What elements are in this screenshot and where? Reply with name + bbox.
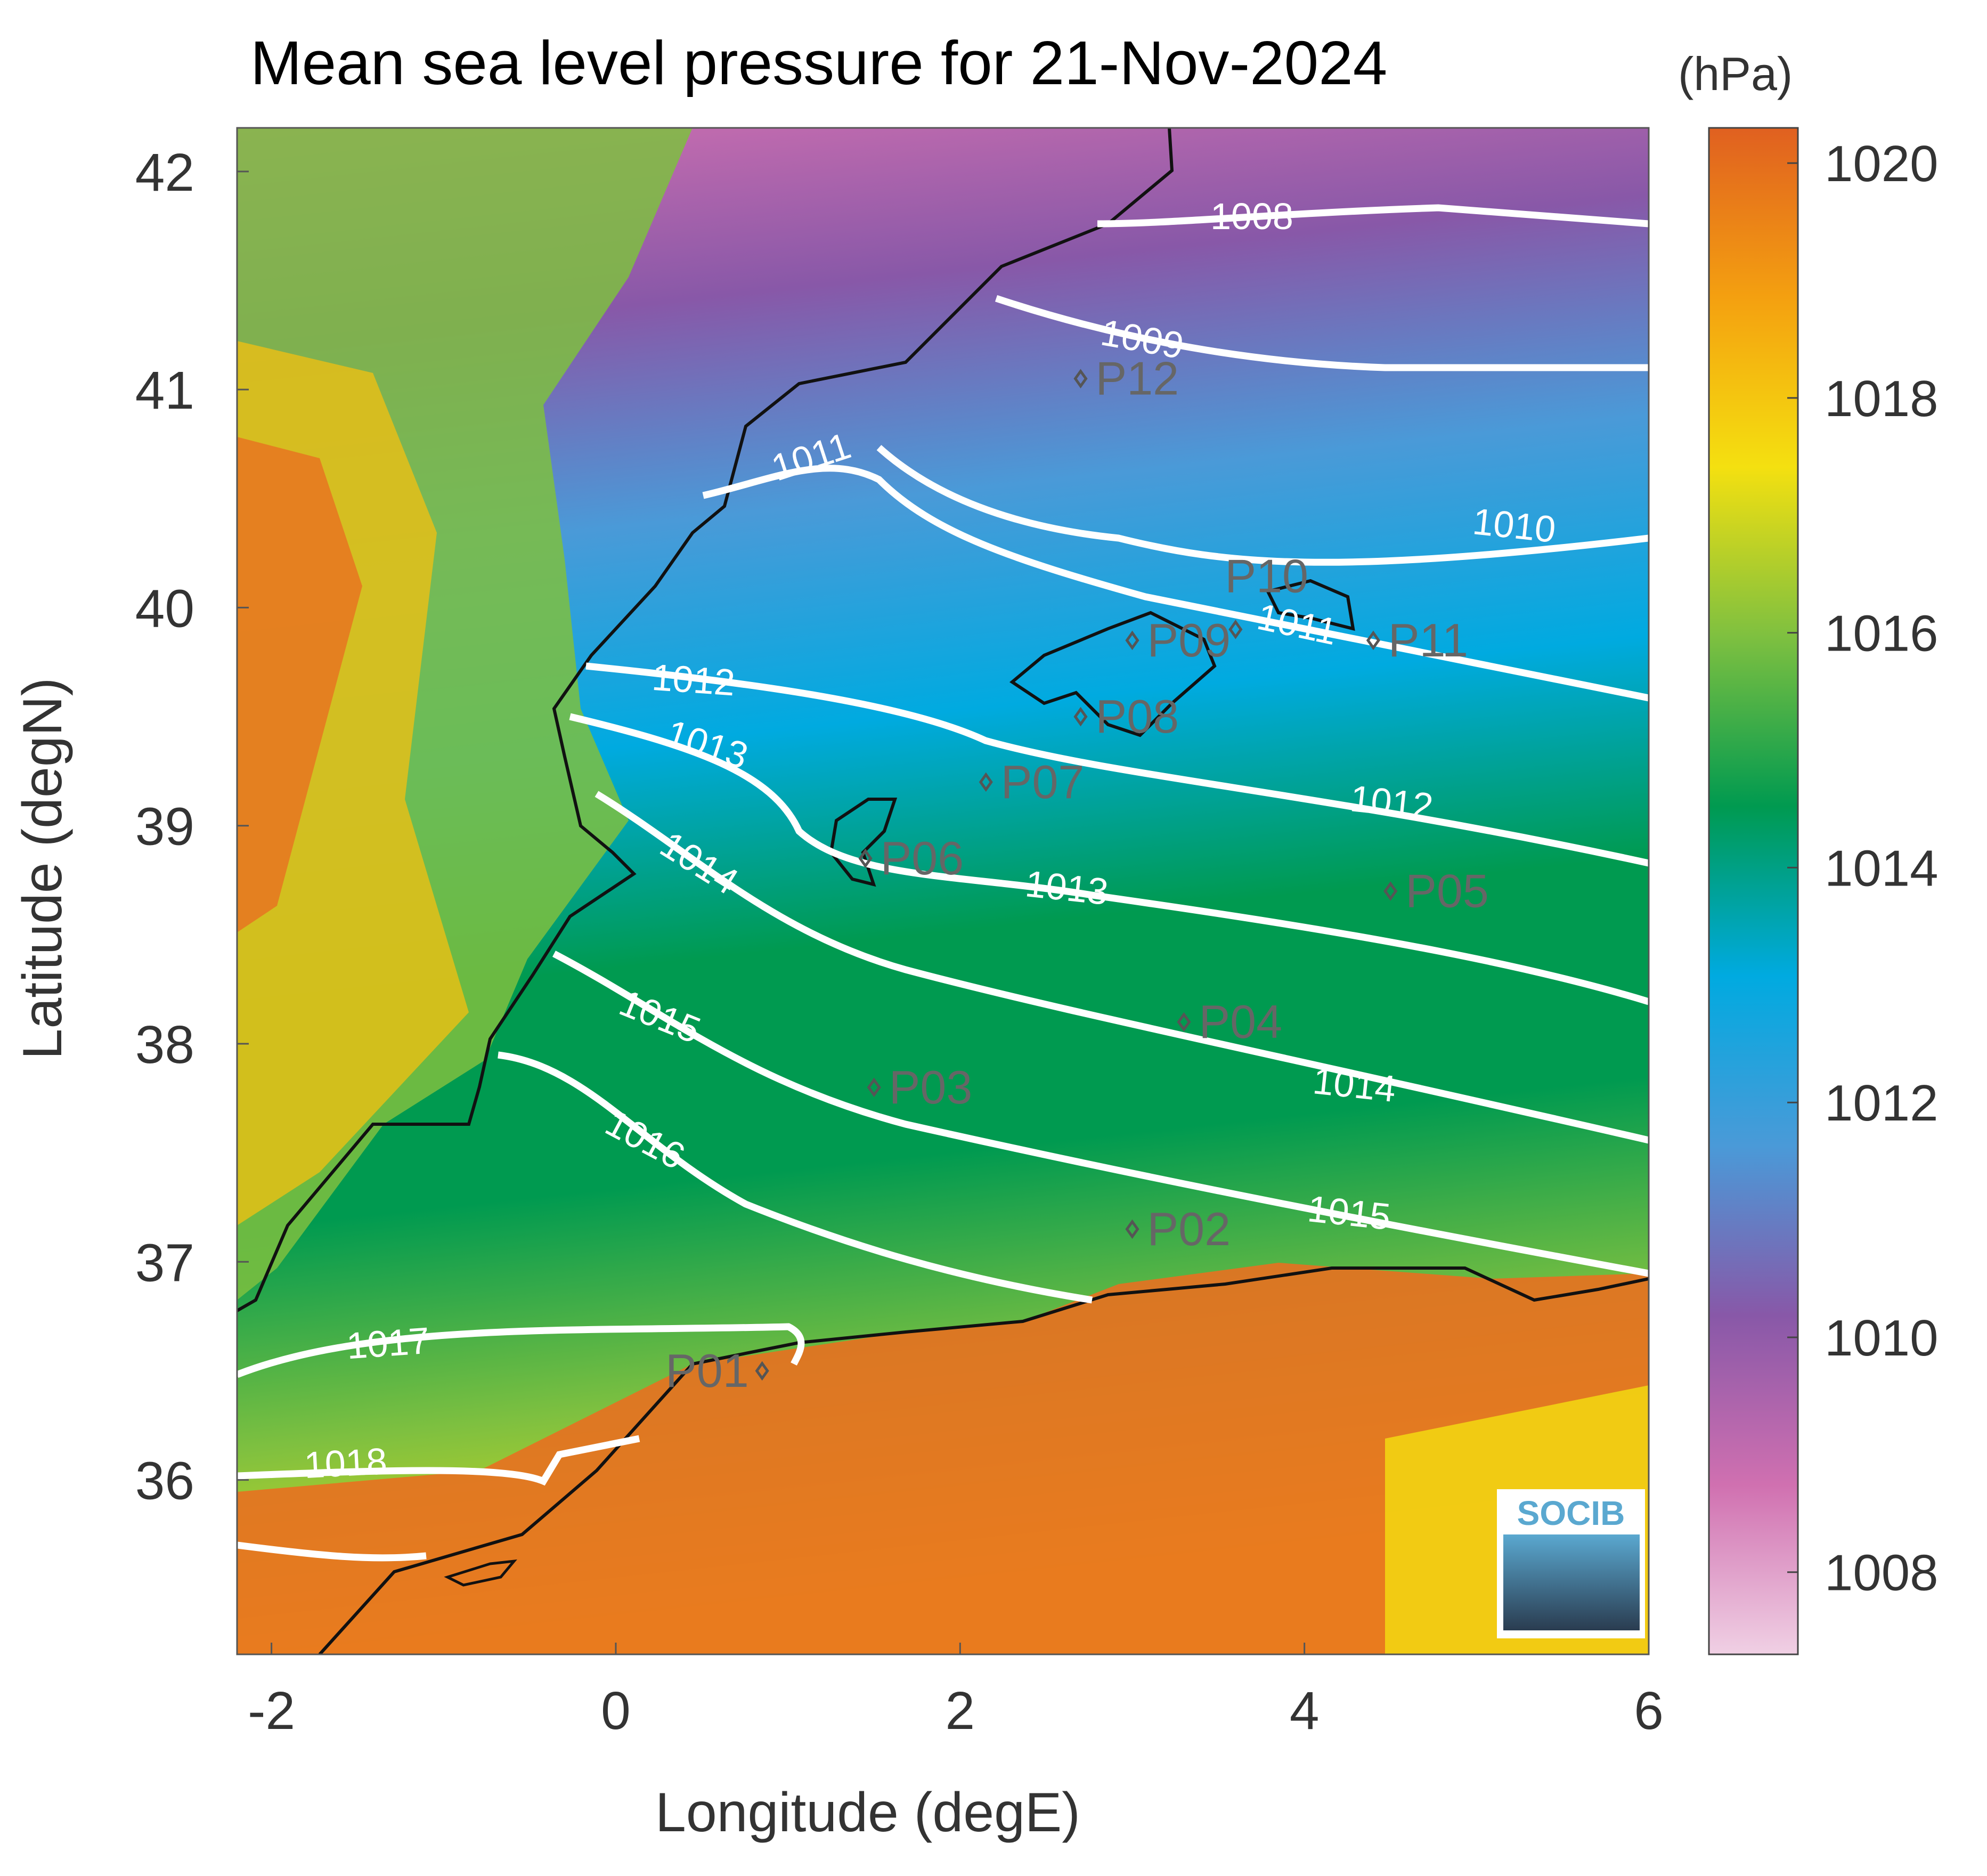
station-marker [1125,630,1139,651]
iberia-high-core [237,437,362,932]
station-marker [1073,369,1088,388]
station-label: P01 [665,1344,749,1397]
contour-lines [237,204,1649,1562]
north-africa-land [237,1263,1649,1654]
contour-label: 1017 [345,1320,431,1367]
station-marker [867,1077,881,1098]
colorbar [1708,127,1799,1655]
x-axis-label: Longitude (degE) [655,1782,1080,1843]
station-label: P08 [1096,690,1179,743]
x-tick-label: 0 [601,1681,631,1741]
station-marker [1125,1219,1139,1239]
y-tick-label: 37 [135,1233,194,1293]
station-marker [1073,706,1088,727]
contour-1009 [995,295,1649,371]
contour-label: 1010 [1471,500,1558,550]
station-marker [858,848,873,868]
map-title: Mean sea level pressure for 21-Nov-2024 [250,28,1388,98]
contour-label: 1012 [1348,777,1435,827]
station-label: P07 [1001,756,1085,808]
coastline-africa [318,1266,1649,1654]
station-label: P02 [1147,1203,1231,1255]
contour-1010 [876,445,1649,566]
station-marker [755,1361,769,1381]
station-label: P09 [1147,614,1231,667]
socib-logo-text: SOCIB [1517,1494,1625,1532]
colorbar-tick-label: 1012 [1825,1075,1939,1132]
station-label: P03 [889,1061,973,1114]
station-label: P04 [1199,995,1282,1048]
station-label: P12 [1096,352,1179,405]
alboran-strip [444,1559,517,1587]
y-tick-label: 42 [135,143,194,202]
station-marker [979,772,993,792]
station-marker [1177,1012,1191,1032]
contour-label: 1015 [1306,1188,1392,1238]
colorbar-tick-label: 1010 [1825,1310,1939,1367]
colorbar-tick-label: 1014 [1825,840,1939,897]
contour-1012 [585,662,1649,867]
station-label: P06 [881,832,964,884]
colorbar-tick-label: 1016 [1825,605,1939,662]
contour-label: 1008 [1210,196,1293,237]
y-tick-label: 40 [135,579,194,638]
contour-1017 [237,1323,805,1378]
contour-1016 [498,1051,1093,1304]
colorbar-unit-label: (hPa) [1678,47,1793,100]
y-tick-label: 38 [135,1015,194,1075]
contour-label: 1018 [303,1440,388,1486]
contour-1019 [237,1541,427,1562]
station-marker [1228,620,1243,639]
x-tick-label: -2 [248,1681,295,1741]
contour-1015 [552,951,1649,1277]
colorbar-tick-label: 1018 [1825,370,1939,427]
contour-1008 [1097,204,1649,228]
station-label: P05 [1405,865,1489,917]
contour-label: 1014 [1311,1060,1398,1110]
colorbar-tick-label: 1020 [1825,135,1939,192]
x-tick-label: 4 [1290,1681,1320,1741]
colorbar-ticks: 1008 1010 1012 1014 1016 1018 1020 [1787,135,1939,1602]
station-label: P10 [1225,549,1308,602]
y-tick-label: 36 [135,1451,194,1511]
contour-1011 [702,465,1649,702]
x-tick-label: 2 [946,1681,975,1741]
contour-1018 [237,1435,640,1486]
contour-label: 1013 [1023,863,1110,913]
mallorca-island [1009,611,1217,737]
contour-label: 1012 [650,656,736,704]
menorca-island [1265,579,1355,631]
y-tick-label: 39 [135,797,194,857]
station-marker [1383,881,1398,901]
plot-frame [236,127,1650,1655]
y-ticks: 36 37 38 39 40 41 42 [135,143,249,1511]
contour-1014 [595,791,1649,1144]
x-tick-label: 6 [1634,1681,1664,1741]
socib-logo: SOCIB [1497,1489,1645,1638]
station-label: P11 [1388,614,1468,667]
colorbar-tick-label: 1008 [1825,1545,1939,1602]
y-tick-label: 41 [135,361,194,420]
coastline-iberia [237,128,1174,1312]
contour-1013 [569,713,1649,1005]
x-ticks: -2 0 2 4 6 [248,1643,1664,1741]
station-marker [1366,630,1381,651]
